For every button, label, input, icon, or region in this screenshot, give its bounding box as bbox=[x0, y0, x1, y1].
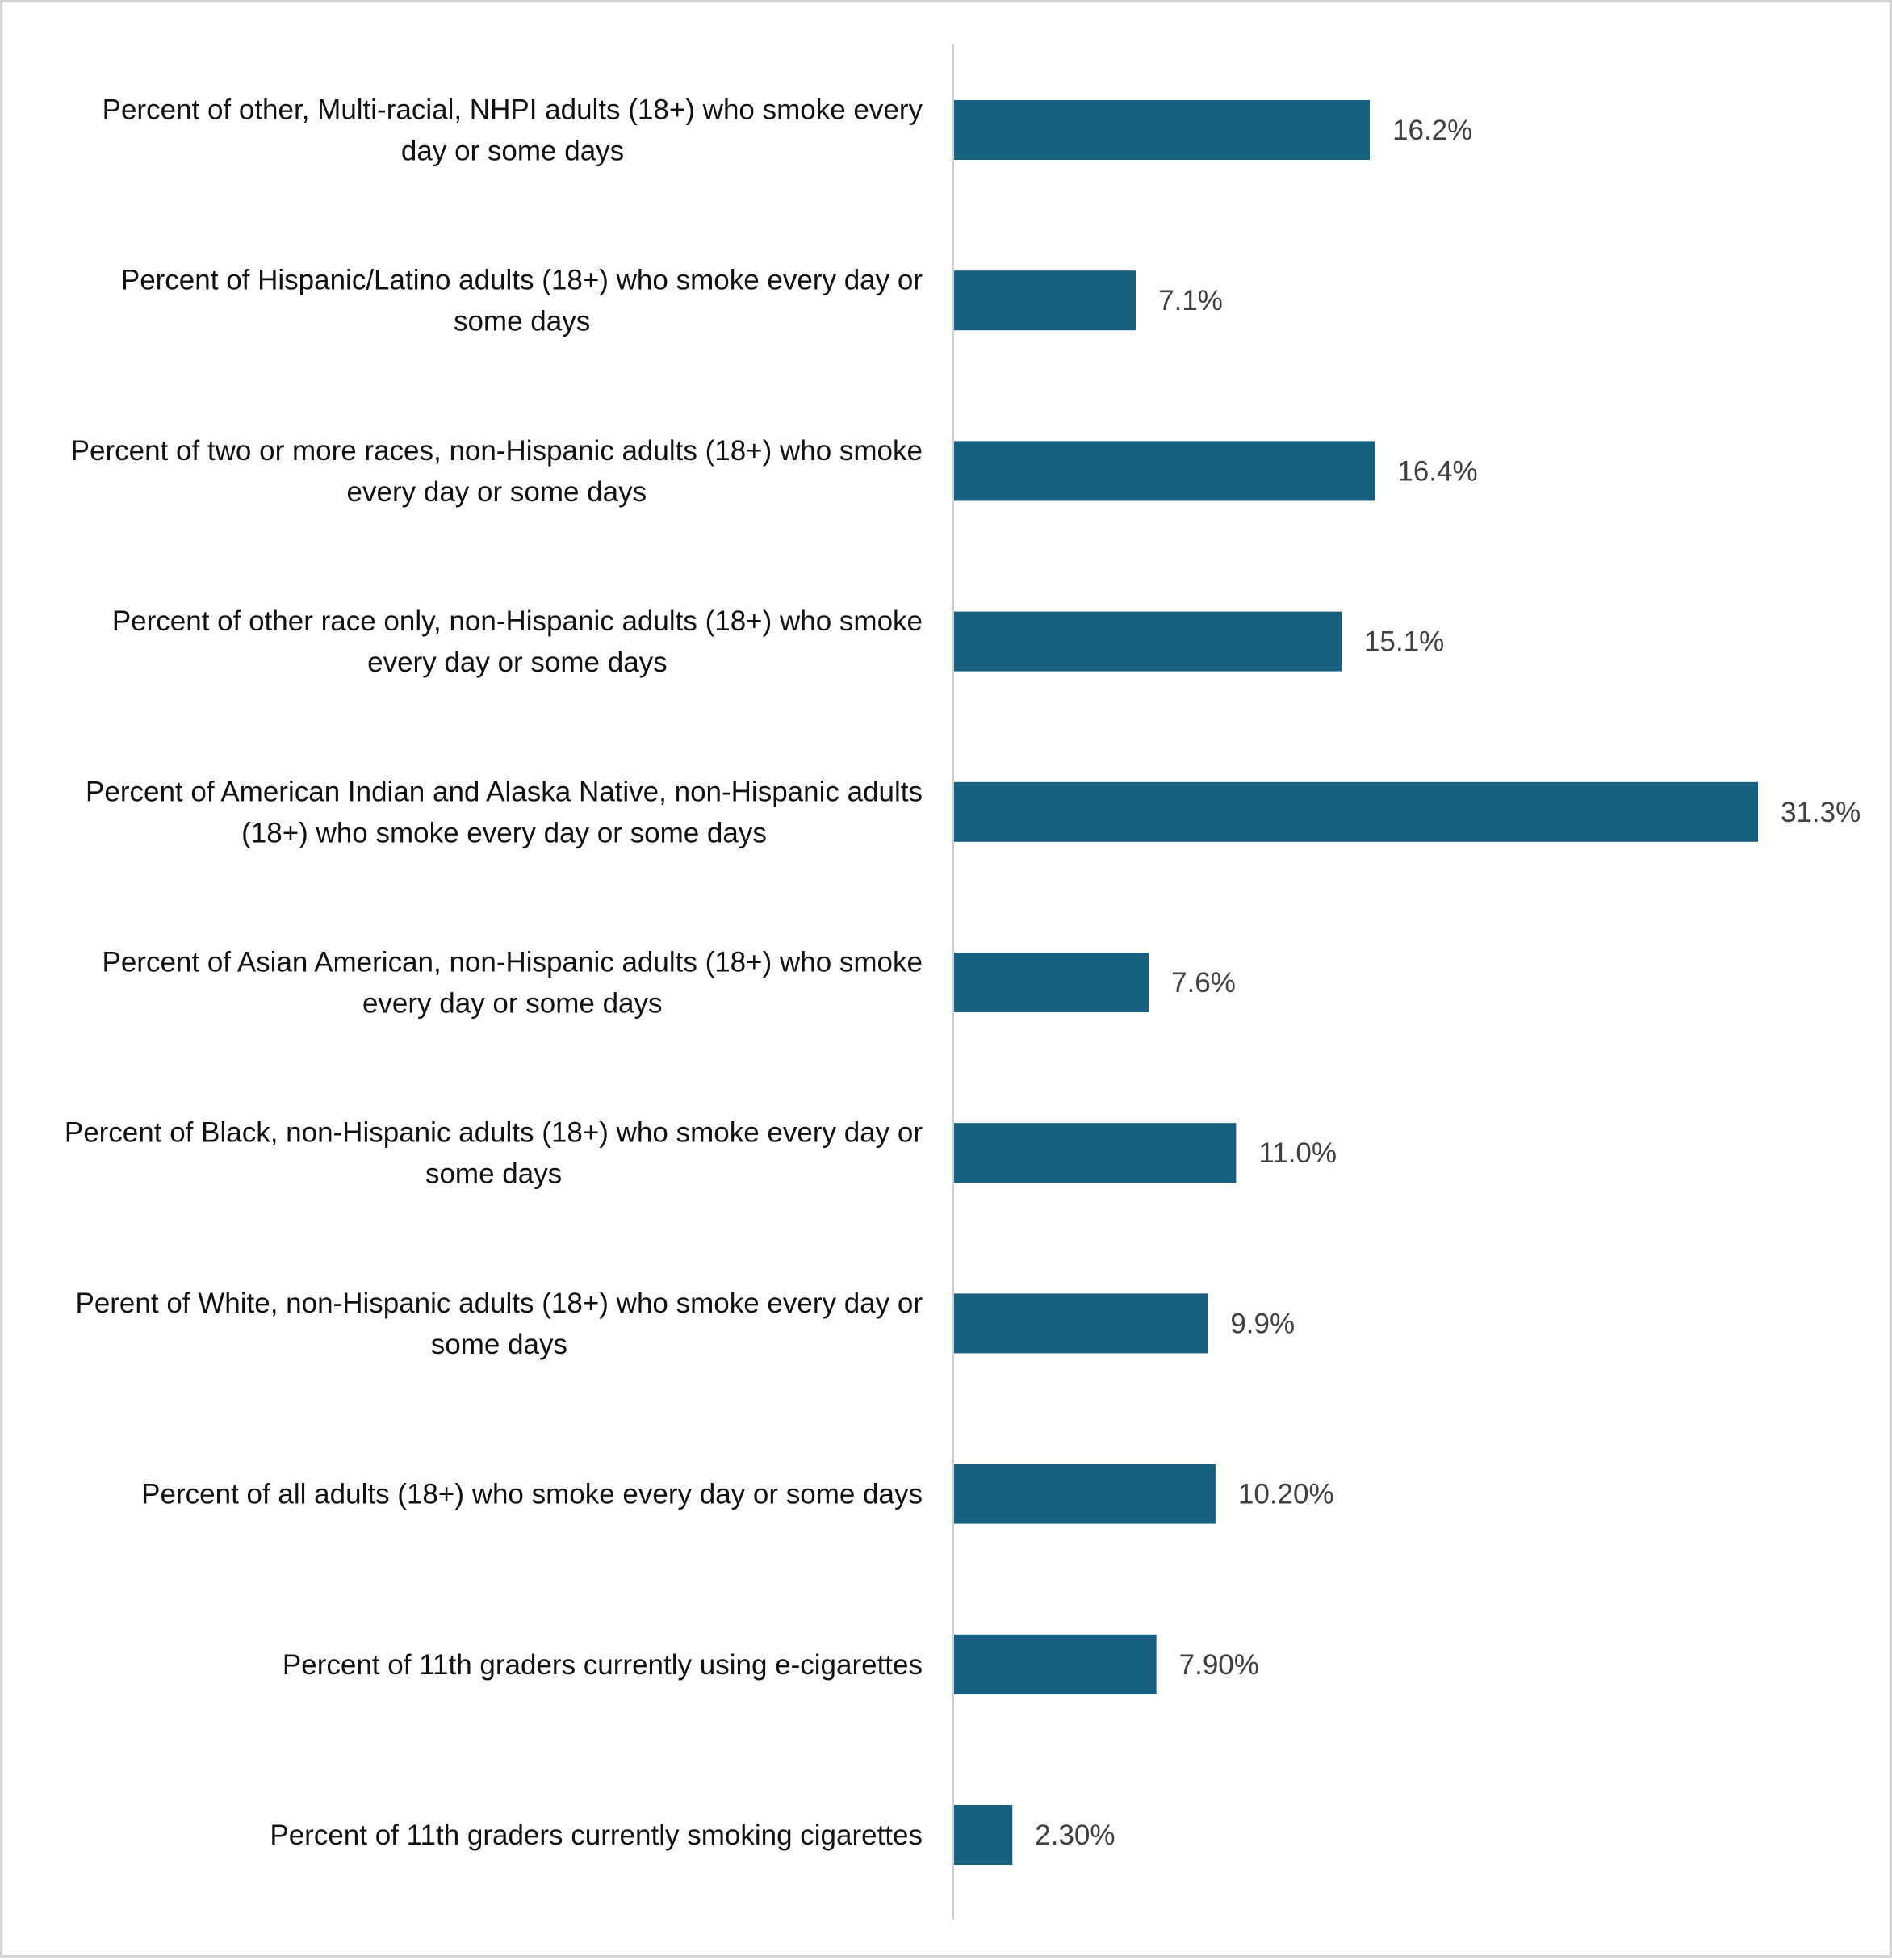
bar-3 bbox=[953, 611, 1342, 672]
category-label-4-line-0: Percent of American Indian and Alaska Na… bbox=[86, 776, 923, 807]
category-label-3-line-1: every day or some days bbox=[367, 647, 668, 678]
value-label-1: 7.1% bbox=[1158, 285, 1223, 316]
bar-10 bbox=[953, 1805, 1013, 1865]
value-label-7: 9.9% bbox=[1230, 1308, 1295, 1339]
value-label-3: 15.1% bbox=[1364, 626, 1444, 658]
bar-1 bbox=[953, 270, 1136, 331]
value-label-8: 10.20% bbox=[1238, 1479, 1334, 1510]
category-label-0-line-1: day or some days bbox=[401, 136, 624, 167]
value-label-0: 16.2% bbox=[1392, 115, 1472, 146]
category-label-8-line-0: Percent of all adults (18+) who smoke ev… bbox=[141, 1479, 923, 1510]
category-label-10-line-0: Percent of 11th graders currently smokin… bbox=[270, 1820, 923, 1851]
bar-6 bbox=[953, 1123, 1237, 1183]
category-label-9-line-0: Percent of 11th graders currently using … bbox=[283, 1649, 923, 1681]
value-label-2: 16.4% bbox=[1397, 455, 1477, 487]
bar-9 bbox=[953, 1634, 1157, 1694]
bar-5 bbox=[953, 953, 1149, 1012]
category-label-5-line-0: Percent of Asian American, non-Hispanic … bbox=[103, 947, 923, 978]
category-label-0-line-0: Percent of other, Multi-racial, NHPI adu… bbox=[103, 94, 923, 126]
category-labels-layer: Percent of other, Multi-racial, NHPI adu… bbox=[65, 94, 923, 1852]
category-label-5-line-1: every day or some days bbox=[362, 988, 663, 1020]
value-label-4: 31.3% bbox=[1781, 797, 1861, 828]
value-label-9: 7.90% bbox=[1179, 1649, 1259, 1681]
category-label-2-line-0: Percent of two or more races, non-Hispan… bbox=[71, 435, 923, 467]
category-label-1-line-0: Percent of Hispanic/Latino adults (18+) … bbox=[121, 265, 923, 296]
category-label-6-line-1: some days bbox=[425, 1158, 562, 1190]
category-label-7-line-1: some days bbox=[431, 1329, 567, 1360]
value-labels-layer: 16.2% 7.1% 16.4% 15.1% 31.3% 7.6% 11.0% 9.9% 10.… bbox=[1035, 115, 1861, 1851]
category-label-7-line-0: Perent of White, non-Hispanic adults (18… bbox=[75, 1288, 923, 1319]
bar-4 bbox=[953, 781, 1758, 842]
category-label-4-line-1: (18+) who smoke every day or some days bbox=[241, 817, 767, 848]
category-label-2-line-1: every day or some days bbox=[347, 476, 647, 508]
value-label-6: 11.0% bbox=[1258, 1137, 1337, 1169]
bar-7 bbox=[953, 1293, 1208, 1354]
category-label-3-line-0: Percent of other race only, non-Hispanic… bbox=[112, 605, 923, 637]
bar-0 bbox=[953, 100, 1371, 160]
value-label-10: 2.30% bbox=[1035, 1820, 1115, 1851]
bars-layer bbox=[953, 100, 1758, 1865]
category-label-1-line-1: some days bbox=[454, 306, 590, 337]
category-label-6-line-0: Percent of Black, non-Hispanic adults (1… bbox=[65, 1117, 923, 1149]
bar-2 bbox=[953, 441, 1375, 501]
bar-8 bbox=[953, 1464, 1216, 1524]
value-label-5: 7.6% bbox=[1171, 967, 1236, 999]
